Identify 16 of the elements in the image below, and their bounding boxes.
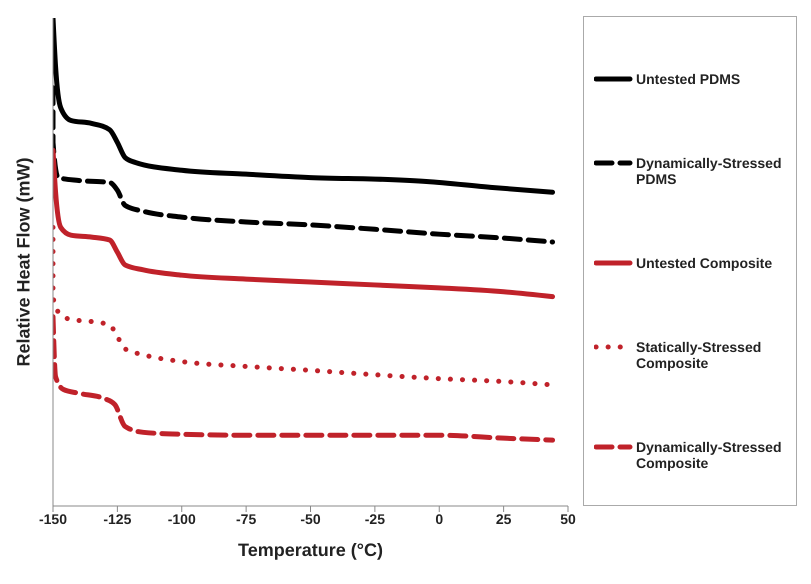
x-tick-label: 50 <box>560 510 576 527</box>
x-tick-label: -75 <box>236 510 256 527</box>
legend-label: Untested PDMS <box>636 71 740 87</box>
x-tick-label: -125 <box>103 510 132 527</box>
x-tick-label: -25 <box>364 510 386 527</box>
x-tick-label: -50 <box>300 510 321 527</box>
legend-label: Dynamically-Stressed PDMS <box>636 155 783 187</box>
legend-label: Dynamically-Stressed Composite <box>636 439 783 471</box>
y-axis-title: Relative Heat Flow (mW) <box>13 157 34 367</box>
x-tick-label: -150 <box>38 510 68 527</box>
legend-label: Untested Composite <box>636 255 772 271</box>
x-tick-label: 25 <box>496 510 512 527</box>
x-axis-title: Temperature (°C) <box>238 540 383 560</box>
x-tick-label: -100 <box>168 510 196 527</box>
x-tick-label: 0 <box>435 510 444 527</box>
legend-label: Statically-Stressed Composite <box>636 339 762 371</box>
